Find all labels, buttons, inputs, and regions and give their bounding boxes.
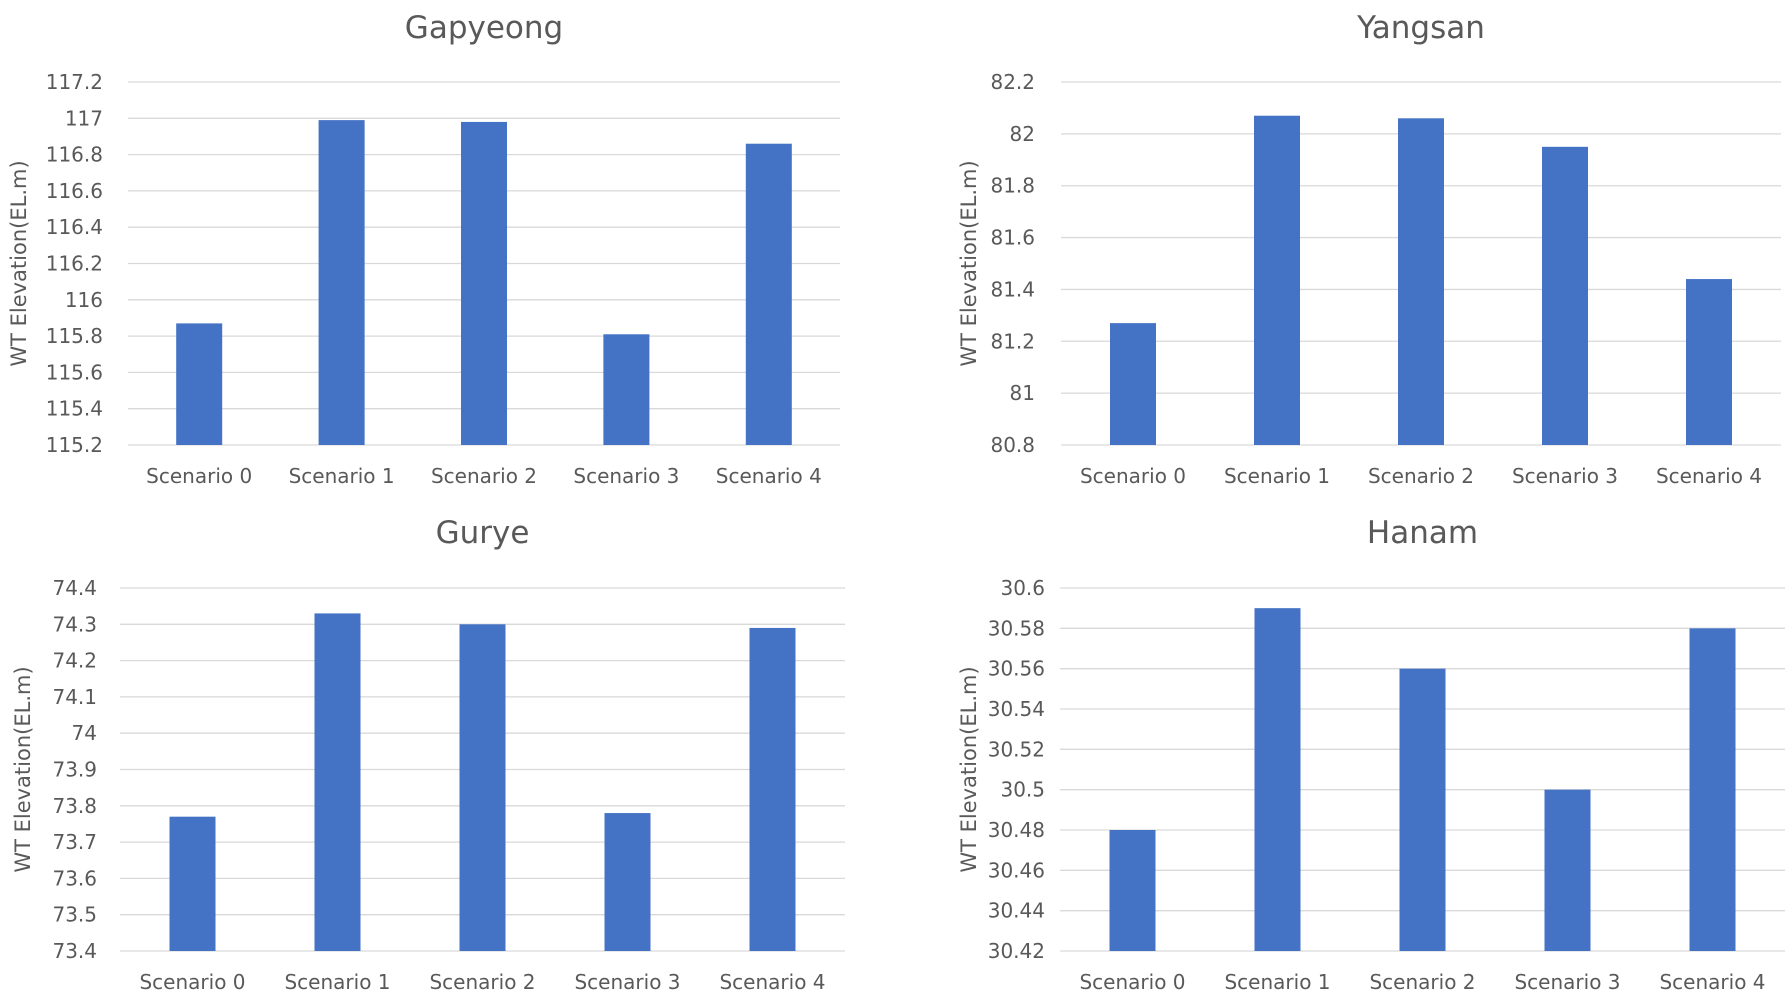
x-tick-label: Scenario 0: [1080, 464, 1186, 488]
bar: [1689, 628, 1736, 951]
chart-panel-gurye: Gurye 73.4 73.5 73.6 73.7 73.8 73.9 74 74.1 74.2 7…: [0, 500, 900, 995]
bar: [1542, 146, 1588, 446]
y-tick-label: 30.56: [988, 657, 1045, 681]
y-tick-label: 30.58: [988, 616, 1045, 640]
bar: [1544, 789, 1591, 951]
y-tick-label: 73.6: [52, 866, 97, 890]
y-tick-label: 30.54: [988, 697, 1045, 721]
chart-panel-gapyeong: Gapyeong 115.2 115.4 115.6 115.8 116 116.2 116.…: [0, 0, 900, 500]
y-tick-label: 82: [1010, 122, 1035, 146]
bar: [1109, 830, 1156, 951]
chart-title: Hanam: [1367, 515, 1478, 551]
x-tick-label: Scenario 3: [574, 970, 680, 994]
y-tick-label: 73.4: [52, 939, 97, 963]
x-tick-label: Scenario 4: [716, 464, 822, 488]
x-tick-label: Scenario 0: [146, 464, 252, 488]
chart-title: Gapyeong: [405, 10, 563, 46]
bar: [749, 627, 796, 951]
x-tick-label: Scenario 3: [573, 464, 679, 488]
bar: [1110, 323, 1156, 445]
x-tick-label: Scenario 3: [1514, 970, 1620, 994]
y-tick-label: 73.8: [52, 794, 97, 818]
y-tick-label: 30.5: [1000, 778, 1045, 802]
x-tick-label: Scenario 1: [1224, 464, 1330, 488]
y-tick-label: 73.9: [52, 758, 97, 782]
y-tick-label: 117.2: [46, 70, 103, 94]
y-tick-label: 81.6: [990, 226, 1035, 250]
y-tick-label: 80.8: [990, 433, 1035, 457]
y-tick-label: 117: [65, 106, 103, 130]
x-tick-label: Scenario 0: [1079, 970, 1185, 994]
bar: [1399, 668, 1446, 951]
y-tick-label: 30.44: [988, 899, 1045, 923]
y-tick-label: 115.8: [46, 324, 103, 348]
bar-chart: Gapyeong 115.2 115.4 115.6 115.8 116 116.2 116.…: [7, 10, 840, 488]
chart-panel-hanam: Hanam 30.42 30.44 30.46 30.48 30.5 30.52 30.54 3…: [900, 500, 1791, 995]
y-tick-label: 81.2: [990, 329, 1035, 353]
x-tick-label: Scenario 4: [1656, 464, 1762, 488]
y-tick-label: 74.3: [52, 612, 97, 636]
y-axis-label: WT Elevation(EL.m): [957, 160, 981, 366]
y-tick-label: 115.4: [46, 397, 103, 421]
bar: [1686, 279, 1732, 445]
bar: [604, 813, 651, 951]
y-axis-label: WT Elevation(EL.m): [7, 160, 31, 366]
bar: [1254, 608, 1301, 951]
x-tick-label: Scenario 2: [1369, 970, 1475, 994]
bar: [461, 121, 507, 446]
bar: [745, 143, 792, 445]
chart-title: Yangsan: [1356, 10, 1485, 46]
y-tick-label: 30.42: [988, 939, 1045, 963]
x-tick-label: Scenario 4: [1659, 970, 1765, 994]
bar: [169, 816, 216, 951]
y-tick-label: 74.2: [52, 649, 97, 673]
bar-chart: Yangsan 80.8 81 81.2 81.4 81.6 81.8 82 82.2 WT El…: [957, 10, 1781, 488]
y-tick-label: 116: [65, 288, 103, 312]
x-tick-label: Scenario 1: [289, 464, 395, 488]
y-tick-label: 30.48: [988, 818, 1045, 842]
y-tick-label: 30.6: [1000, 576, 1045, 600]
y-tick-label: 81.8: [990, 174, 1035, 198]
bar: [176, 323, 223, 445]
y-axis-label: WT Elevation(EL.m): [957, 666, 981, 872]
bar: [314, 613, 361, 951]
x-tick-label: Scenario 2: [431, 464, 537, 488]
x-tick-label: Scenario 3: [1512, 464, 1618, 488]
bar: [459, 624, 506, 951]
y-tick-label: 74.4: [52, 576, 97, 600]
x-tick-label: Scenario 0: [139, 970, 245, 994]
y-tick-label: 73.5: [52, 903, 97, 927]
bar-chart: Hanam 30.42 30.44 30.46 30.48 30.5 30.52 30.54 3…: [957, 515, 1785, 994]
y-tick-label: 115.6: [46, 360, 103, 384]
chart-title: Gurye: [436, 515, 530, 551]
y-tick-label: 74.1: [52, 685, 97, 709]
y-tick-label: 81.4: [990, 277, 1035, 301]
x-tick-label: Scenario 1: [284, 970, 390, 994]
y-tick-label: 30.52: [988, 737, 1045, 761]
y-tick-label: 115.2: [46, 433, 103, 457]
y-tick-label: 116.2: [46, 252, 103, 276]
y-tick-label: 116.4: [46, 215, 103, 239]
y-axis-label: WT Elevation(EL.m): [11, 666, 35, 872]
y-tick-label: 81: [1010, 381, 1035, 405]
x-tick-label: Scenario 2: [1368, 464, 1474, 488]
y-tick-label: 30.46: [988, 858, 1045, 882]
bar: [1398, 118, 1444, 446]
bar: [603, 334, 650, 445]
y-tick-label: 116.8: [46, 143, 103, 167]
bar-chart: Gurye 73.4 73.5 73.6 73.7 73.8 73.9 74 74.1 74.2 7…: [11, 515, 845, 994]
bar: [1254, 115, 1300, 445]
bar: [318, 120, 365, 446]
y-tick-label: 82.2: [990, 70, 1035, 94]
chart-panel-yangsan: Yangsan 80.8 81 81.2 81.4 81.6 81.8 82 82.2 WT El…: [900, 0, 1791, 500]
y-tick-label: 116.6: [46, 179, 103, 203]
x-tick-label: Scenario 4: [719, 970, 825, 994]
y-tick-label: 73.7: [52, 830, 97, 854]
y-tick-label: 74: [72, 721, 97, 745]
x-tick-label: Scenario 1: [1224, 970, 1330, 994]
x-tick-label: Scenario 2: [429, 970, 535, 994]
